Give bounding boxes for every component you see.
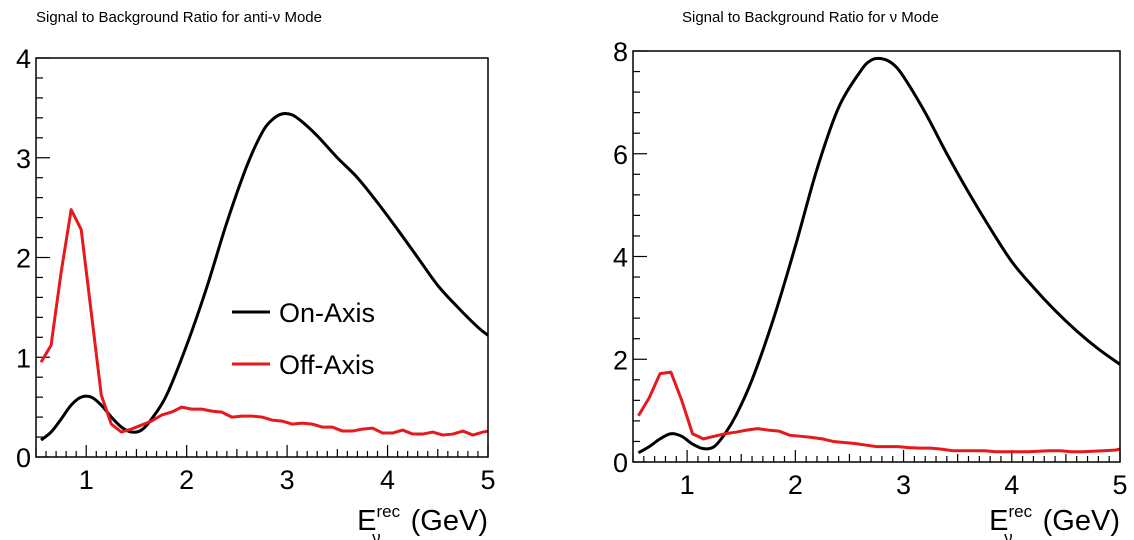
x-tick-label: 5: [480, 465, 495, 495]
chart-title: Signal to Background Ratio for anti-ν Mo…: [36, 9, 322, 26]
y-tick-label: 4: [613, 243, 628, 273]
series-line-off-axis: [637, 370, 1121, 454]
chart-title: Signal to Background Ratio for ν Mode: [682, 9, 939, 26]
series-line-off-axis: [39, 208, 489, 437]
plot-frame: [632, 50, 1121, 463]
plot-frame: [35, 57, 489, 458]
chart-anti-nu-mode: Signal to Background Ratio for anti-ν Mo…: [16, 9, 496, 540]
x-tick-label: 5: [1112, 470, 1127, 500]
x-axis-label: Erec ν (GeV): [357, 502, 488, 540]
legend: On-Axis Off-Axis: [232, 298, 375, 380]
y-tick-label: 2: [613, 345, 628, 375]
y-tick-label: 0: [613, 448, 628, 478]
chart-nu-mode: Signal to Background Ratio for ν Mode 1 2…: [613, 9, 1128, 540]
x-tick-label: 1: [680, 470, 695, 500]
y-tick-label: 4: [16, 44, 31, 74]
y-tick-label: 0: [16, 443, 31, 473]
x-tick-label: 3: [280, 465, 295, 495]
y-tick-label: 8: [613, 37, 628, 67]
x-tick-label: 3: [896, 470, 911, 500]
x-tick-label: 4: [1004, 470, 1019, 500]
y-tick-label: 3: [16, 144, 31, 174]
legend-label-on-axis: On-Axis: [279, 298, 375, 328]
y-tick-label: 2: [16, 244, 31, 274]
x-tick-label: 1: [79, 465, 94, 495]
y-tick-label: 1: [16, 343, 31, 373]
series-line-on-axis: [637, 56, 1121, 455]
y-tick-label: 6: [613, 140, 628, 170]
x-axis-label: Erec ν (GeV): [989, 502, 1120, 540]
legend-label-off-axis: Off-Axis: [279, 350, 375, 380]
x-tick-label: 4: [380, 465, 395, 495]
x-tick-label: 2: [788, 470, 803, 500]
x-tick-label: 2: [179, 465, 194, 495]
series-line-on-axis: [40, 111, 489, 442]
